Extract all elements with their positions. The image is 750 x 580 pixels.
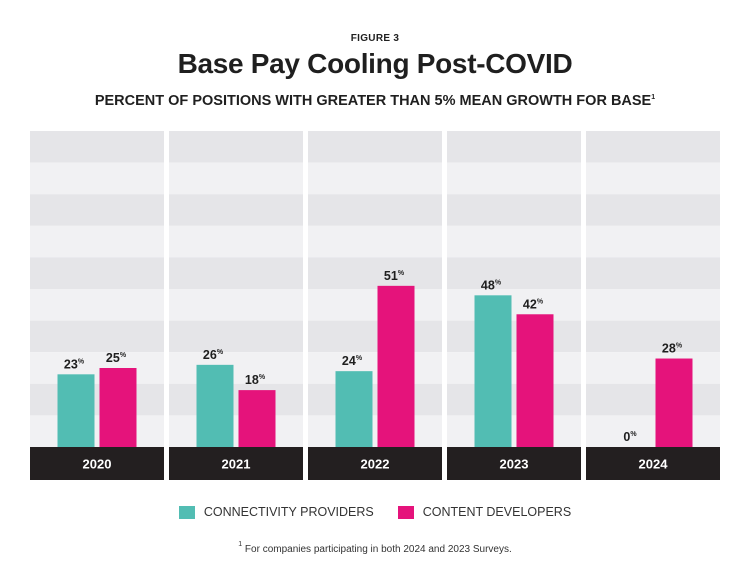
grid-band (447, 194, 581, 226)
legend-item-content: CONTENT DEVELOPERS (397, 505, 572, 519)
grid-band (169, 162, 303, 195)
category-label-2024: 2024 (639, 457, 669, 472)
footnote-marker: 1 (238, 541, 243, 548)
category-label-2023: 2023 (500, 457, 529, 472)
category-label-2021: 2021 (222, 457, 251, 472)
grid-band (447, 320, 581, 353)
grid-band (447, 131, 581, 163)
grid-band (586, 352, 720, 384)
grid-band (169, 415, 303, 447)
bar-content-2024 (655, 358, 693, 447)
legend-item-connectivity: CONNECTIVITY PROVIDERS (178, 505, 374, 519)
grid-band (30, 162, 164, 195)
category-axis-bar (447, 447, 581, 480)
legend-label-connectivity: CONNECTIVITY PROVIDERS (203, 505, 374, 519)
grid-band (586, 257, 720, 289)
grid-band (169, 225, 303, 258)
grid-band (169, 352, 303, 384)
grid-band (30, 194, 164, 226)
grid-band (586, 289, 720, 321)
bar-content-2021 (238, 390, 276, 447)
grid-band (308, 415, 442, 447)
grid-band (586, 131, 720, 163)
bar-content-2020 (99, 368, 137, 447)
grid-band (308, 383, 442, 416)
subtitle-footnote-marker: 1 (651, 94, 656, 101)
legend-swatch-content (397, 505, 414, 519)
grid-band (586, 194, 720, 226)
grid-band (169, 194, 303, 226)
grid-band (308, 225, 442, 258)
grid-band (447, 383, 581, 416)
grid-band (447, 352, 581, 384)
data-label-connectivity-2023: 48% (481, 278, 502, 292)
grid-band (447, 257, 581, 289)
data-label-content-2024: 28% (662, 342, 683, 356)
category-axis-bar (169, 447, 303, 480)
data-label-content-2023: 42% (523, 297, 544, 311)
chart-title: Base Pay Cooling Post-COVID (177, 48, 573, 79)
grid-band (30, 289, 164, 321)
grid-band (308, 162, 442, 195)
grid-band (586, 225, 720, 258)
bar-connectivity-2023 (474, 295, 512, 447)
category-label-2020: 2020 (83, 457, 112, 472)
grid-band (30, 352, 164, 384)
grid-band (308, 257, 442, 289)
data-label-connectivity-2024: 0% (623, 430, 637, 444)
grid-band (30, 383, 164, 416)
category-axis-bar (308, 447, 442, 480)
chart-subtitle: PERCENT OF POSITIONS WITH GREATER THAN 5… (94, 93, 656, 109)
grid-band (169, 131, 303, 163)
data-label-connectivity-2022: 24% (342, 354, 363, 368)
grid-band (169, 289, 303, 321)
category-axis-bar (30, 447, 164, 480)
data-label-content-2022: 51% (384, 269, 405, 283)
grid-band (586, 415, 720, 447)
grid-band (447, 162, 581, 195)
grid-band (30, 131, 164, 163)
grid-band (30, 257, 164, 289)
data-label-content-2021: 18% (245, 373, 266, 387)
legend: CONNECTIVITY PROVIDERS CONTENT DEVELOPER… (0, 505, 750, 519)
category-axis-bar (586, 447, 720, 480)
grid-band (169, 257, 303, 289)
grid-band (169, 383, 303, 416)
figure-label: FIGURE 3 (350, 33, 400, 44)
bar-connectivity-2020 (57, 374, 95, 447)
footnote: 1 For companies participating in both 20… (238, 541, 512, 555)
grid-band (447, 289, 581, 321)
data-label-connectivity-2020: 23% (64, 357, 85, 371)
bar-connectivity-2021 (196, 364, 234, 447)
grid-band (308, 352, 442, 384)
grid-band (308, 194, 442, 226)
data-label-connectivity-2021: 26% (203, 348, 224, 362)
grid-band (308, 131, 442, 163)
grid-band (30, 320, 164, 353)
legend-label-content: CONTENT DEVELOPERS (422, 505, 572, 519)
bar-content-2023 (516, 314, 554, 447)
category-label-2022: 2022 (361, 457, 390, 472)
grid-band (586, 383, 720, 416)
grid-band (447, 415, 581, 447)
grid-band (308, 289, 442, 321)
grid-band (308, 320, 442, 353)
grid-band (30, 415, 164, 447)
grid-band (30, 225, 164, 258)
data-label-content-2020: 25% (106, 351, 127, 365)
grid-band (586, 162, 720, 195)
grid-band (586, 320, 720, 353)
grid-band (447, 225, 581, 258)
bar-connectivity-2022 (335, 371, 373, 447)
bar-content-2022 (377, 285, 415, 447)
legend-swatch-connectivity (178, 505, 195, 519)
grid-band (169, 320, 303, 353)
